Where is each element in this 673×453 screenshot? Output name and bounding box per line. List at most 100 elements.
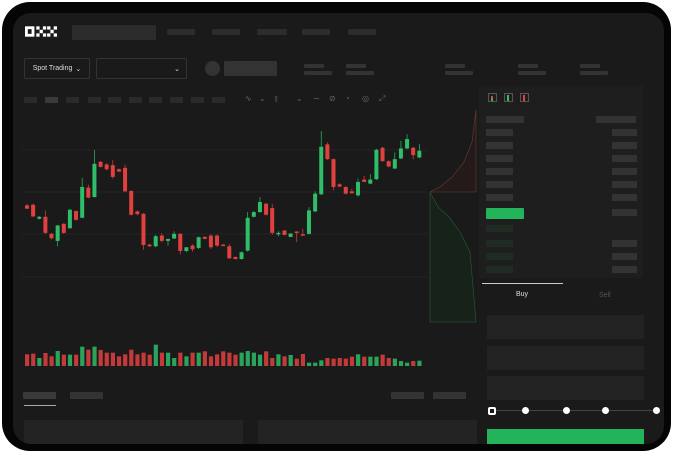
candle-body xyxy=(356,181,361,196)
volume-bar xyxy=(398,361,404,366)
candle-body xyxy=(43,216,48,233)
bid-price xyxy=(486,225,513,232)
camera-icon[interactable]: ◔ xyxy=(345,94,350,103)
volume-bar xyxy=(104,352,109,366)
candle-body xyxy=(86,187,91,198)
bottom-filter-1[interactable] xyxy=(391,392,424,399)
ruler-icon[interactable]: ⊘ xyxy=(329,94,336,103)
timeframe-6[interactable] xyxy=(129,97,142,103)
orderbook-both-icon[interactable] xyxy=(488,93,497,102)
volume-bar xyxy=(110,352,116,366)
candle-body xyxy=(264,203,269,215)
volume-bar xyxy=(417,360,422,366)
nav-item-1[interactable] xyxy=(167,29,195,35)
nav-item-4[interactable] xyxy=(302,29,330,35)
buy-tab-underline xyxy=(482,283,563,284)
timeframe-9[interactable] xyxy=(191,97,204,103)
volume-bar xyxy=(380,354,385,366)
pair-price-placeholder xyxy=(224,61,277,76)
volume-bar xyxy=(306,362,312,366)
volume-bar xyxy=(178,352,183,366)
candle-body xyxy=(147,244,152,247)
ask-price xyxy=(486,181,513,188)
timeframe-10[interactable] xyxy=(212,97,225,103)
timeframe-2[interactable] xyxy=(45,97,58,103)
amount-input[interactable] xyxy=(487,346,644,370)
timeframe-1[interactable] xyxy=(24,97,37,103)
slider-stop-75[interactable] xyxy=(602,407,609,414)
bottom-tab-open-orders[interactable] xyxy=(23,392,56,399)
ask-amount xyxy=(612,181,637,188)
fullscreen-icon[interactable]: ⤢ xyxy=(379,94,386,103)
app-screen: Spot Trading ⌄ ⌄ ∿ ⌄ ⫾ ⌄ ∼ ⊘ ◔ ◎ ⤢ Buy S… xyxy=(13,13,664,444)
candle-body xyxy=(49,233,54,239)
candle-body xyxy=(61,223,66,233)
volume-bar xyxy=(245,351,250,366)
timeframe-5[interactable] xyxy=(108,97,121,103)
settings-circle-icon[interactable]: ◎ xyxy=(362,94,369,103)
market-type-dropdown[interactable]: Spot Trading ⌄ xyxy=(24,58,90,79)
chevron-down-icon: ⌄ xyxy=(75,65,82,73)
line-icon[interactable]: ∼ xyxy=(313,94,320,103)
volume-bar xyxy=(153,344,158,366)
volume-bar xyxy=(227,352,232,366)
slider-stop-50[interactable] xyxy=(563,407,570,414)
candle-body xyxy=(55,225,60,241)
candle-type-icon[interactable]: ⫾ xyxy=(275,94,278,103)
candle-body xyxy=(80,186,85,218)
candle-body xyxy=(178,233,183,251)
candle-body xyxy=(184,247,189,251)
slider-stop-25[interactable] xyxy=(522,407,529,414)
volume-bar xyxy=(374,356,379,366)
ask-amount xyxy=(612,168,637,175)
volume-bar xyxy=(116,356,122,366)
trading-pair-dropdown[interactable]: ⌄ xyxy=(96,58,187,79)
ask-price xyxy=(486,155,513,162)
chevron-down-icon[interactable]: ⌄ xyxy=(259,94,266,103)
ask-amount xyxy=(612,129,637,136)
orderbook-asks-icon[interactable] xyxy=(520,93,529,102)
timeframe-7[interactable] xyxy=(149,97,162,103)
total-input[interactable] xyxy=(487,376,644,400)
orderbook-bids-icon[interactable] xyxy=(504,93,513,102)
stat-label-2 xyxy=(346,64,366,68)
nav-item-5[interactable] xyxy=(348,29,376,35)
volume-bar xyxy=(202,351,207,366)
candle-body xyxy=(31,204,36,217)
slider-stop-100[interactable] xyxy=(653,407,660,414)
stat-value-5 xyxy=(580,71,608,75)
bid-price xyxy=(486,253,513,260)
okx-logo[interactable] xyxy=(25,26,57,37)
volume-bar xyxy=(362,356,367,366)
candle-body xyxy=(196,237,201,248)
stat-value-3 xyxy=(445,71,473,75)
volume-bar xyxy=(343,358,348,366)
stat-label-3 xyxy=(445,64,465,68)
candlestick-chart[interactable] xyxy=(13,13,664,444)
bottom-filter-2[interactable] xyxy=(433,392,466,399)
search-bar[interactable] xyxy=(72,25,156,40)
timeframe-4[interactable] xyxy=(88,97,101,103)
candle-body xyxy=(172,233,177,239)
price-input[interactable] xyxy=(487,315,644,339)
ask-amount xyxy=(612,194,637,201)
buy-tab[interactable]: Buy xyxy=(516,291,529,298)
timeframe-8[interactable] xyxy=(170,97,183,103)
percent-slider-track[interactable] xyxy=(492,410,656,411)
volume-bar xyxy=(331,358,336,366)
nav-item-3[interactable] xyxy=(257,29,287,35)
candle-body xyxy=(74,211,79,220)
volume-bar xyxy=(411,361,416,366)
volume-bar xyxy=(257,354,263,366)
buy-submit-button[interactable] xyxy=(487,429,644,444)
sell-tab[interactable]: Sell xyxy=(599,292,611,299)
slider-handle[interactable] xyxy=(488,407,496,415)
indicator-icon[interactable]: ∿ xyxy=(245,94,252,103)
volume-bar xyxy=(43,353,48,366)
timeframe-3[interactable] xyxy=(66,97,79,103)
chevron-down-icon[interactable]: ⌄ xyxy=(296,94,303,103)
nav-item-2[interactable] xyxy=(212,29,240,35)
bottom-tab-history[interactable] xyxy=(70,392,103,399)
volume-bar xyxy=(386,358,391,366)
